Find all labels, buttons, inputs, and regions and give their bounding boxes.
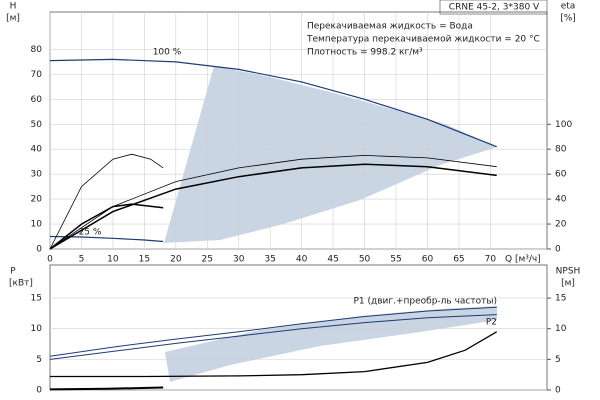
y2-axis-label: eta [561, 2, 576, 12]
x-tick-label: 0 [47, 255, 53, 265]
curve [49, 314, 497, 360]
y-tick-label: 0 [36, 245, 42, 255]
curve [49, 306, 497, 357]
legend-label: P2 [486, 318, 497, 328]
annotation: Плотность = 998.2 кг/м³ [307, 48, 423, 58]
legend-label: P1 (двиг.+преобр-ль частоты) [354, 297, 498, 307]
x-tick-label: 25 [202, 255, 213, 265]
curve [49, 163, 497, 250]
y2-tick-label: 20 [555, 220, 567, 230]
y2-axis-unit: [м] [561, 279, 575, 289]
y-axis-label: H [10, 2, 17, 12]
x-tick-label: 50 [359, 255, 371, 265]
y-tick-label: 10 [31, 220, 43, 230]
y-tick-label: 20 [31, 195, 43, 205]
y-tick-label: 30 [31, 170, 43, 180]
y-tick-label: 80 [31, 45, 43, 55]
y-axis-unit: [кВт] [9, 279, 33, 289]
y2-axis-unit: [%] [560, 14, 576, 24]
annotation: Температура перекачиваемой жидкости = 20… [306, 35, 540, 45]
curve [49, 154, 497, 250]
y2-axis-label: NPSH [556, 267, 581, 277]
y-tick-label: 5 [36, 355, 42, 365]
y2-tick-label: 40 [555, 195, 567, 205]
curve [49, 153, 164, 250]
x-tick-label: 40 [296, 255, 308, 265]
y-tick-label: 0 [36, 386, 42, 396]
annotation: 25 % [79, 228, 102, 238]
y-tick-label: 70 [31, 70, 43, 80]
y-tick-label: 60 [31, 95, 43, 105]
y2-tick-label: 100 [555, 120, 572, 130]
x-tick-label: 20 [170, 255, 182, 265]
curve [49, 203, 164, 250]
y2-tick-label: 0 [555, 245, 561, 255]
y-tick-label: 40 [31, 145, 43, 155]
y2-tick-label: 10 [555, 324, 567, 334]
x-tick-label: 65 [453, 255, 464, 265]
y2-tick-label: 15 [555, 294, 566, 304]
x-tick-label: 55 [390, 255, 401, 265]
y-tick-label: 15 [31, 294, 42, 304]
x-tick-label: 35 [264, 255, 275, 265]
y-tick-label: 50 [31, 120, 43, 130]
chart-title: CRNE 45-2, 3*380 V [449, 3, 540, 13]
y2-tick-label: 60 [555, 170, 567, 180]
y-axis-label: P [10, 267, 16, 277]
y-tick-label: 10 [31, 324, 43, 334]
x-tick-label: 5 [79, 255, 85, 265]
curve [49, 58, 497, 148]
y2-tick-label: 80 [555, 145, 567, 155]
x-tick-label: 45 [327, 255, 338, 265]
y-axis-unit: [м] [6, 14, 20, 24]
x-axis-label: Q [м³/ч] [505, 255, 541, 265]
operating-area [164, 66, 497, 243]
x-tick-label: 10 [107, 255, 119, 265]
annotation: 100 % [153, 48, 182, 58]
power-area [165, 306, 497, 382]
y2-tick-label: 0 [555, 386, 561, 396]
curve [49, 386, 164, 391]
x-tick-label: 30 [233, 255, 245, 265]
y2-tick-label: 5 [555, 355, 561, 365]
x-tick-label: 60 [422, 255, 434, 265]
curve [50, 331, 498, 378]
x-tick-label: 70 [485, 255, 497, 265]
x-tick-label: 15 [139, 255, 150, 265]
title-box [439, 0, 548, 15]
annotation: Перекачиваемая жидкость = Вода [307, 22, 473, 32]
